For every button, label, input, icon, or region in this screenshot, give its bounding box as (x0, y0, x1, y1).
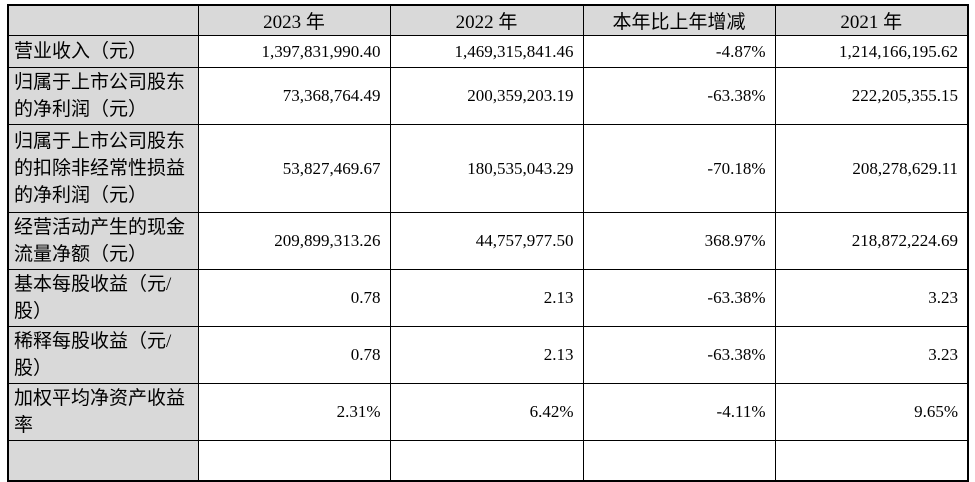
value-2023-cell: 73,368,764.49 (197, 67, 391, 125)
col-header-2022: 2022 年 (389, 4, 584, 36)
value-2021-cell (774, 440, 969, 481)
value-2022-cell: 2.13 (389, 269, 584, 327)
value-change-cell: -63.38% (582, 326, 776, 384)
value-change-cell: -70.18% (582, 124, 776, 213)
row-diluted-eps: 稀释每股收益（元/股） 0.78 2.13 -63.38% 3.23 (7, 326, 969, 384)
document-page: { "table": { "header": ["", "2023 年", "2… (7, 4, 969, 482)
table-header-row: 2023 年 2022 年 本年比上年增减 2021 年 (7, 4, 969, 36)
col-header-2021: 2021 年 (774, 4, 969, 36)
value-change-cell: -63.38% (582, 67, 776, 125)
value-2021-cell: 222,205,355.15 (774, 67, 969, 125)
row-label: 经营活动产生的现金流量净额（元） (7, 212, 199, 270)
financial-summary-table: 2023 年 2022 年 本年比上年增减 2021 年 营业收入（元） 1,3… (7, 4, 969, 482)
value-2021-cell: 1,214,166,195.62 (774, 35, 969, 68)
value-change-cell: -63.38% (582, 269, 776, 327)
value-2023-cell: 1,397,831,990.40 (197, 35, 391, 68)
row-net-profit-excl-nonrecurring: 归属于上市公司股东的扣除非经常性损益的净利润（元） 53,827,469.67 … (7, 124, 969, 213)
value-2021-cell: 218,872,224.69 (774, 212, 969, 270)
row-label: 稀释每股收益（元/股） (7, 326, 199, 384)
value-2021-cell: 3.23 (774, 326, 969, 384)
value-2022-cell: 44,757,977.50 (389, 212, 584, 270)
row-operating-revenue: 营业收入（元） 1,397,831,990.40 1,469,315,841.4… (7, 35, 969, 68)
value-change-cell: -4.11% (582, 383, 776, 441)
value-2023-cell: 0.78 (197, 269, 391, 327)
value-2023-cell: 209,899,313.26 (197, 212, 391, 270)
row-label: 基本每股收益（元/股） (7, 269, 199, 327)
row-label: 归属于上市公司股东的扣除非经常性损益的净利润（元） (7, 124, 199, 213)
corner-header-cell (7, 4, 199, 36)
row-weighted-avg-roe: 加权平均净资产收益率 2.31% 6.42% -4.11% 9.65% (7, 383, 969, 441)
value-2023-cell: 53,827,469.67 (197, 124, 391, 213)
value-change-cell: 368.97% (582, 212, 776, 270)
value-2022-cell: 6.42% (389, 383, 584, 441)
row-label: 营业收入（元） (7, 35, 199, 68)
row-label (7, 440, 199, 481)
row-operating-cash-flow: 经营活动产生的现金流量净额（元） 209,899,313.26 44,757,9… (7, 212, 969, 270)
value-2022-cell: 2.13 (389, 326, 584, 384)
value-2022-cell: 200,359,203.19 (389, 67, 584, 125)
value-2021-cell: 3.23 (774, 269, 969, 327)
row-label: 加权平均净资产收益率 (7, 383, 199, 441)
value-2021-cell: 9.65% (774, 383, 969, 441)
value-2023-cell: 2.31% (197, 383, 391, 441)
value-2022-cell: 1,469,315,841.46 (389, 35, 584, 68)
col-header-yoy-change: 本年比上年增减 (582, 4, 776, 36)
col-header-2023: 2023 年 (197, 4, 391, 36)
value-2023-cell: 0.78 (197, 326, 391, 384)
value-change-cell (582, 440, 776, 481)
row-basic-eps: 基本每股收益（元/股） 0.78 2.13 -63.38% 3.23 (7, 269, 969, 327)
value-2021-cell: 208,278,629.11 (774, 124, 969, 213)
row-label: 归属于上市公司股东的净利润（元） (7, 67, 199, 125)
row-net-profit-to-shareholders: 归属于上市公司股东的净利润（元） 73,368,764.49 200,359,2… (7, 67, 969, 125)
value-change-cell: -4.87% (582, 35, 776, 68)
value-2023-cell (197, 440, 391, 481)
value-2022-cell (389, 440, 584, 481)
row-partial-cutoff (7, 440, 969, 481)
value-2022-cell: 180,535,043.29 (389, 124, 584, 213)
